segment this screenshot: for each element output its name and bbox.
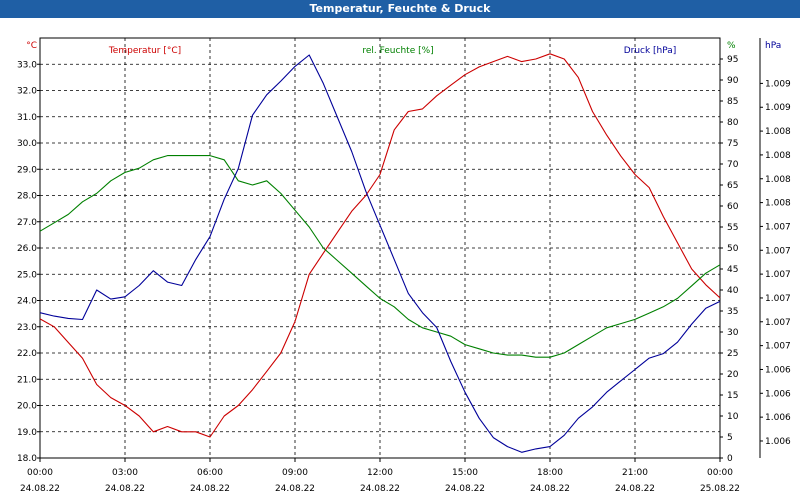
y-tick-label-pressure: 1.006 xyxy=(765,365,791,375)
y-tick-label-humidity: 10 xyxy=(727,412,739,422)
y-tick-label-pressure: 1.009 xyxy=(765,103,791,113)
legend-label-temperature: Temperatur [°C] xyxy=(108,46,181,56)
y-tick-label-pressure: 1.007 xyxy=(765,294,791,304)
x-tick-label-date: 24.08.22 xyxy=(190,484,230,494)
y-tick-label-humidity: 25 xyxy=(727,349,738,359)
y-tick-label-pressure: 1.006 xyxy=(765,389,791,399)
y-tick-label-humidity: 20 xyxy=(727,370,739,380)
y-tick-label-humidity: 0 xyxy=(727,454,733,464)
y-tick-label-temperature: 19.0 xyxy=(17,428,37,438)
x-tick-label-date: 25.08.22 xyxy=(700,484,740,494)
legend-label-pressure: Druck [hPa] xyxy=(624,46,677,56)
y-tick-label-temperature: 25.0 xyxy=(17,270,37,280)
series-line-pressure xyxy=(39,54,721,453)
y-unit-temperature: °C xyxy=(26,41,37,51)
y-tick-label-pressure: 1.006 xyxy=(765,413,791,423)
x-tick-label-time: 06:00 xyxy=(197,468,223,478)
y-tick-label-pressure: 1.008 xyxy=(765,127,791,137)
x-tick-label-time: 00:00 xyxy=(707,468,733,478)
y-tick-label-pressure: 1.007 xyxy=(765,222,791,232)
y-tick-label-temperature: 22.0 xyxy=(17,349,37,359)
y-tick-label-humidity: 60 xyxy=(727,202,739,212)
x-tick-label-time: 09:00 xyxy=(282,468,308,478)
y-tick-label-pressure: 1.007 xyxy=(765,246,791,256)
x-tick-label-time: 03:00 xyxy=(112,468,138,478)
y-tick-label-humidity: 70 xyxy=(727,160,739,170)
y-tick-label-temperature: 21.0 xyxy=(17,375,37,385)
y-tick-label-pressure: 1.006 xyxy=(765,437,791,447)
y-tick-label-humidity: 15 xyxy=(727,391,738,401)
x-tick-label-date: 24.08.22 xyxy=(20,484,60,494)
window-title: Temperatur, Feuchte & Druck xyxy=(0,0,800,18)
x-tick-label-time: 15:00 xyxy=(452,468,478,478)
y-tick-label-temperature: 30.0 xyxy=(17,139,37,149)
y-tick-label-humidity: 80 xyxy=(727,118,739,128)
y-tick-label-pressure: 1.007 xyxy=(765,342,791,352)
y-tick-label-humidity: 75 xyxy=(727,139,738,149)
y-tick-label-temperature: 32.0 xyxy=(17,87,37,97)
x-tick-label-date: 24.08.22 xyxy=(445,484,485,494)
x-tick-label-date: 24.08.22 xyxy=(360,484,400,494)
y-tick-label-temperature: 31.0 xyxy=(17,113,37,123)
y-tick-label-temperature: 23.0 xyxy=(17,323,37,333)
x-tick-label-time: 21:00 xyxy=(622,468,648,478)
x-tick-label-time: 00:00 xyxy=(27,468,53,478)
series-line-humidity xyxy=(39,155,721,358)
y-tick-label-pressure: 1.007 xyxy=(765,270,791,280)
x-tick-label-date: 24.08.22 xyxy=(105,484,145,494)
y-tick-label-pressure: 1.008 xyxy=(765,151,791,161)
y-tick-label-temperature: 20.0 xyxy=(17,402,37,412)
y-tick-label-humidity: 45 xyxy=(727,265,738,275)
y-tick-label-humidity: 50 xyxy=(727,244,739,254)
y-tick-label-temperature: 18.0 xyxy=(17,454,37,464)
y-tick-label-humidity: 85 xyxy=(727,97,738,107)
y-tick-label-humidity: 55 xyxy=(727,223,738,233)
x-tick-label-time: 18:00 xyxy=(537,468,563,478)
x-tick-label-date: 24.08.22 xyxy=(530,484,570,494)
y-unit-humidity: % xyxy=(727,41,736,51)
y-tick-label-pressure: 1.008 xyxy=(765,175,791,185)
y-tick-label-humidity: 5 xyxy=(727,433,733,443)
y-tick-label-pressure: 1.009 xyxy=(765,79,791,89)
y-tick-label-humidity: 35 xyxy=(727,307,738,317)
y-tick-label-temperature: 24.0 xyxy=(17,297,37,307)
x-tick-label-date: 24.08.22 xyxy=(275,484,315,494)
y-tick-label-humidity: 40 xyxy=(727,286,739,296)
y-tick-label-humidity: 65 xyxy=(727,181,738,191)
y-tick-label-temperature: 26.0 xyxy=(17,244,37,254)
legend-label-humidity: rel. Feuchte [%] xyxy=(362,46,433,56)
y-tick-label-temperature: 29.0 xyxy=(17,165,37,175)
y-tick-label-humidity: 90 xyxy=(727,76,739,86)
x-tick-label-date: 24.08.22 xyxy=(615,484,655,494)
y-tick-label-pressure: 1.008 xyxy=(765,199,791,209)
x-tick-label-time: 12:00 xyxy=(367,468,393,478)
series-line-temperature xyxy=(39,53,721,438)
y-tick-label-pressure: 1.007 xyxy=(765,318,791,328)
y-tick-label-humidity: 30 xyxy=(727,328,739,338)
y-unit-pressure: hPa xyxy=(765,41,781,51)
y-tick-label-temperature: 27.0 xyxy=(17,218,37,228)
y-tick-label-temperature: 33.0 xyxy=(17,60,37,70)
line-chart: 00:00 24.08.22 03:00 24.08.22 06:00 24.08.22 0… xyxy=(17,37,791,494)
y-tick-label-temperature: 28.0 xyxy=(17,192,37,202)
y-tick-label-humidity: 95 xyxy=(727,55,738,65)
